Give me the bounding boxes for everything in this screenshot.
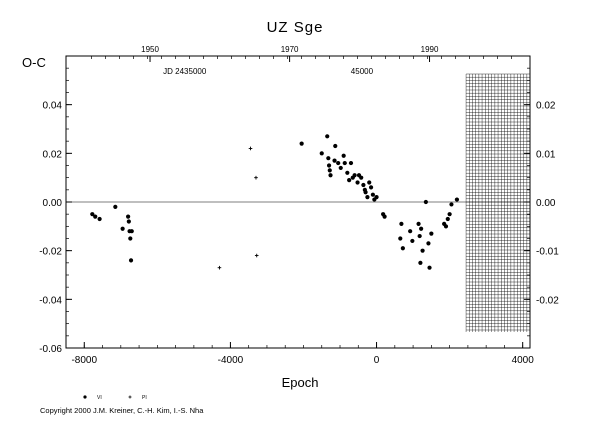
data-point-vi: [361, 182, 366, 188]
x-tick-label: 0: [374, 355, 380, 366]
x-axis-label: Epoch: [282, 375, 319, 390]
y-tick-label: 0.00: [43, 198, 63, 209]
data-point-vi: [418, 260, 423, 265]
chart-title: UZ Sge: [267, 19, 324, 36]
data-point-vi: [129, 229, 134, 234]
data-point-vi: [368, 185, 374, 190]
data-point-vi: [352, 173, 357, 178]
data-point-vi: [333, 143, 338, 149]
data-point-vi: [382, 214, 387, 219]
copyright-text: Copyright 2000 J.M. Kreiner, C.-H. Kim, …: [40, 406, 204, 415]
y-tick-label: -0.04: [39, 295, 62, 306]
grid-region: [465, 73, 531, 332]
data-point-vi: [400, 246, 405, 251]
x-ticks: -8000 -4000 0 4000: [71, 342, 534, 366]
data-point-vi: [113, 204, 118, 209]
data-point-vi: [408, 229, 413, 234]
year-tick-label: 1990: [421, 45, 439, 54]
data-points: [90, 134, 460, 270]
data-point-vi: [447, 212, 452, 217]
legend-label-pi: PI: [142, 395, 147, 401]
y-tick-label: -0.06: [39, 344, 62, 355]
data-point-vi: [341, 153, 346, 158]
data-point-vi: [417, 233, 422, 239]
year-tick-label: 1970: [281, 45, 299, 54]
x-tick-label: 4000: [512, 355, 535, 366]
jd-label: 45000: [351, 67, 374, 76]
data-point-pi: [254, 253, 259, 258]
data-point-vi: [370, 192, 375, 197]
y-tick-label: 0.02: [43, 149, 63, 160]
data-point-vi: [90, 212, 95, 217]
data-point-vi: [128, 258, 134, 263]
data-point-vi: [336, 160, 341, 166]
data-point-vi: [328, 173, 333, 178]
jd-labels: JD 2435000 45000: [163, 67, 373, 76]
data-point-vi: [319, 151, 324, 156]
data-point-vi: [426, 241, 431, 246]
data-point-vi: [348, 160, 354, 166]
data-point-vi: [420, 248, 425, 253]
top-year-ticks: 1950 1970 1990: [91, 45, 512, 62]
data-point-vi: [347, 178, 352, 183]
data-point-vi: [128, 236, 133, 241]
data-point-vi: [374, 195, 379, 200]
data-point-vi: [454, 197, 460, 202]
data-point-pi: [254, 175, 258, 180]
data-point-vi: [326, 163, 332, 168]
data-point-vi: [345, 170, 350, 175]
data-point-vi: [299, 141, 304, 146]
data-point-vi: [342, 160, 347, 166]
data-point-vi: [97, 216, 102, 222]
data-point-pi: [217, 265, 222, 270]
x-tick-label: -8000: [71, 355, 97, 366]
data-point-vi: [365, 195, 370, 200]
data-point-vi: [363, 190, 368, 195]
left-y-ticks: -0.06 -0.04 -0.02 0.00 0.02 0.04: [39, 55, 72, 355]
right-tick-label: -0.01: [536, 247, 559, 258]
data-point-vi: [410, 238, 415, 244]
data-point-vi: [398, 236, 403, 241]
data-point-vi: [416, 221, 421, 226]
data-point-vi: [93, 214, 98, 219]
data-point-vi: [445, 216, 450, 222]
data-point-vi: [332, 158, 337, 163]
x-tick-label: -4000: [218, 355, 244, 366]
data-point-vi: [355, 180, 360, 185]
data-point-vi: [399, 221, 404, 226]
data-point-vi: [367, 180, 372, 185]
year-tick-label: 1950: [141, 45, 159, 54]
y-tick-label: 0.04: [43, 101, 63, 112]
data-point-vi: [126, 219, 131, 224]
data-point-vi: [327, 168, 332, 173]
y-axis-label: O-C: [22, 55, 46, 70]
right-tick-label: 0.00: [536, 198, 556, 209]
data-point-vi: [429, 231, 434, 236]
data-point-vi: [325, 134, 330, 139]
data-point-vi: [419, 226, 424, 231]
jd-label: JD 2435000: [163, 67, 207, 76]
data-point-pi: [248, 146, 253, 151]
data-point-vi: [359, 175, 364, 180]
data-point-vi: [326, 156, 331, 161]
legend: VI PI: [83, 395, 147, 401]
data-point-vi: [126, 214, 131, 219]
right-y-ticks: -0.02 -0.01 0.00 0.01 0.02: [524, 55, 559, 349]
legend-marker-vi: [83, 395, 87, 399]
data-point-vi: [427, 265, 432, 270]
data-point-vi: [338, 165, 343, 171]
data-point-vi: [449, 202, 454, 207]
data-point-vi: [120, 226, 125, 231]
legend-label-vi: VI: [97, 395, 102, 401]
data-point-vi: [443, 224, 449, 229]
y-tick-label: -0.02: [39, 247, 62, 258]
right-tick-label: 0.01: [536, 149, 556, 160]
right-tick-label: -0.02: [536, 295, 559, 306]
right-tick-label: 0.02: [536, 101, 556, 112]
data-point-vi: [423, 199, 428, 205]
